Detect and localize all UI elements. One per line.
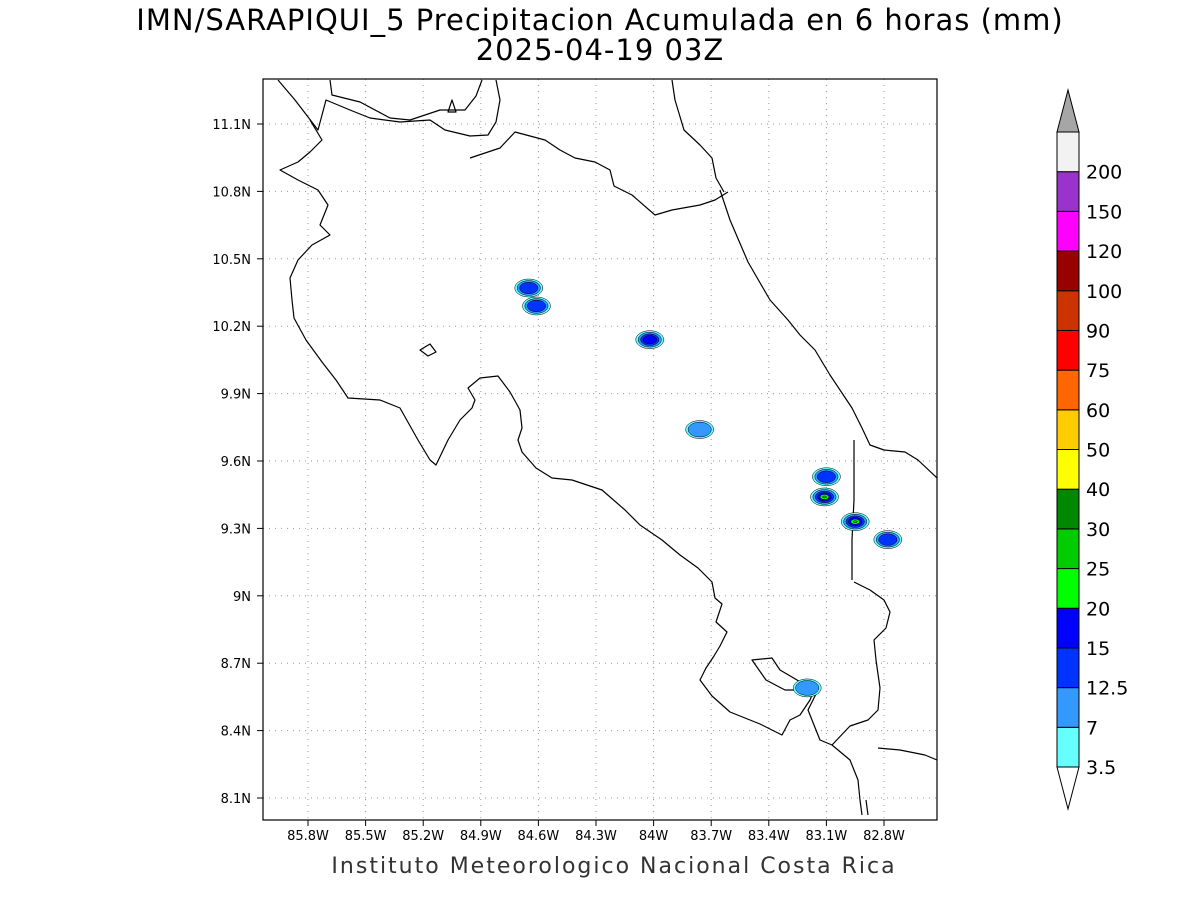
precip-contour: [519, 281, 539, 295]
colorbar-swatch: [1056, 607, 1080, 649]
lon-tick-label: 85.5W: [345, 829, 387, 844]
lon-tick-label: 84.9W: [460, 829, 502, 844]
lat-tick-label: 10.2N: [212, 320, 251, 335]
colorbar-swatch: [1056, 329, 1080, 371]
caribbean-coast-line: [719, 189, 937, 479]
colorbar-label: 20: [1086, 598, 1110, 620]
colorbar-swatch: [1056, 409, 1080, 450]
golfo-nicoya-island: [419, 343, 437, 357]
precip-contour: [822, 495, 827, 499]
colorbar-swatch: [1056, 250, 1080, 292]
colorbar-label: 40: [1086, 479, 1110, 501]
lon-tick-label: 84W: [639, 829, 669, 844]
lat-tick-label: 10.5N: [212, 253, 251, 268]
precip-contour: [816, 470, 836, 483]
colorbar-label: 60: [1086, 400, 1110, 422]
lat-tick-label: 9N: [233, 590, 251, 605]
precip-contour: [878, 533, 898, 546]
colorbar-swatch: [1056, 171, 1080, 212]
nicaragua-coast-line: [277, 79, 501, 137]
colorbar-swatch: [1056, 687, 1080, 728]
colorbar-label: 100: [1086, 281, 1122, 303]
precipitation-cells: [514, 278, 903, 698]
colorbar-label: 150: [1086, 201, 1122, 223]
footer-credit: Instituto Meteorologico Nacional Costa R…: [331, 854, 897, 879]
map-grid: [263, 79, 937, 820]
lake-nicaragua-shore: [329, 79, 483, 121]
lat-tick-label: 8.7N: [221, 657, 251, 672]
lat-tick-label: 8.4N: [221, 725, 251, 740]
colorbar-label: 200: [1086, 162, 1122, 184]
colorbar-label: 12.5: [1086, 678, 1128, 700]
lat-tick-label: 9.6N: [221, 455, 251, 470]
longitude-tick-labels: 85.8W 85.5W 85.2W 84.9W 84.6W 84.3W 84W 83.7W 83…: [287, 820, 905, 844]
colorbar-label: 30: [1086, 519, 1110, 541]
colorbar-swatch: [1056, 488, 1080, 530]
colorbar-under-arrow: [1056, 766, 1080, 811]
colorbar-swatch: [1056, 726, 1080, 768]
lat-tick-label: 9.9N: [221, 388, 251, 403]
precip-contour: [852, 520, 858, 523]
lon-tick-label: 83.1W: [805, 829, 847, 844]
colorbar-over-arrow: [1056, 88, 1080, 133]
precipitation-colorbar: 3.5 7 12.5 15 20 25 30 40 50 60 75 90 100 120 150 200: [1056, 88, 1128, 811]
lat-tick-label: 11.1N: [212, 118, 251, 133]
lon-tick-label: 83.4W: [748, 829, 790, 844]
colorbar-swatch: [1056, 210, 1080, 252]
lon-tick-label: 85.8W: [287, 829, 329, 844]
colorbar-swatch: [1056, 369, 1080, 411]
panama-border-line: [831, 440, 937, 816]
nicaragua-border-line: [469, 131, 729, 216]
lon-tick-label: 82.8W: [863, 829, 905, 844]
colorbar-label: 120: [1086, 241, 1122, 263]
precip-contour: [527, 299, 546, 313]
plot-frame: [262, 78, 938, 821]
san-juan-river-line: [671, 79, 725, 193]
lake-island: [447, 99, 457, 113]
precip-contour: [642, 335, 657, 345]
precip-contour: [687, 421, 712, 438]
lon-tick-label: 84.3W: [575, 829, 617, 844]
colorbar-label: 7: [1086, 717, 1098, 739]
colorbar-swatch: [1056, 528, 1080, 570]
colorbar-label: 3.5: [1086, 757, 1116, 779]
precip-contour: [795, 680, 820, 696]
colorbar-swatch: [1056, 568, 1080, 609]
colorbar-label: 50: [1086, 440, 1110, 462]
colorbar-label: 90: [1086, 320, 1110, 342]
colorbar-label: 15: [1086, 638, 1110, 660]
lon-tick-label: 83.7W: [690, 829, 732, 844]
colorbar-label: 25: [1086, 559, 1110, 581]
colorbar-swatch: [1056, 131, 1080, 173]
lat-tick-label: 9.3N: [221, 522, 251, 537]
map-title: IMN/SARAPIQUI_5 Precipitacion Acumulada …: [136, 3, 1064, 37]
colorbar-swatch: [1056, 647, 1080, 689]
colorbar-label: 75: [1086, 360, 1110, 382]
latitude-tick-labels: 11.1N 10.8N 10.5N 10.2N 9.9N 9.6N 9.3N 9N 8.7N 8.…: [212, 118, 263, 807]
colorbar-swatch: [1056, 449, 1080, 490]
lat-tick-label: 10.8N: [212, 185, 251, 200]
lon-tick-label: 84.6W: [517, 829, 559, 844]
map-subtitle: 2025-04-19 03Z: [475, 33, 725, 67]
lon-tick-label: 85.2W: [402, 829, 444, 844]
lat-tick-label: 8.1N: [221, 792, 251, 807]
colorbar-swatch: [1056, 290, 1080, 331]
pacific-coast-line: [279, 119, 891, 746]
